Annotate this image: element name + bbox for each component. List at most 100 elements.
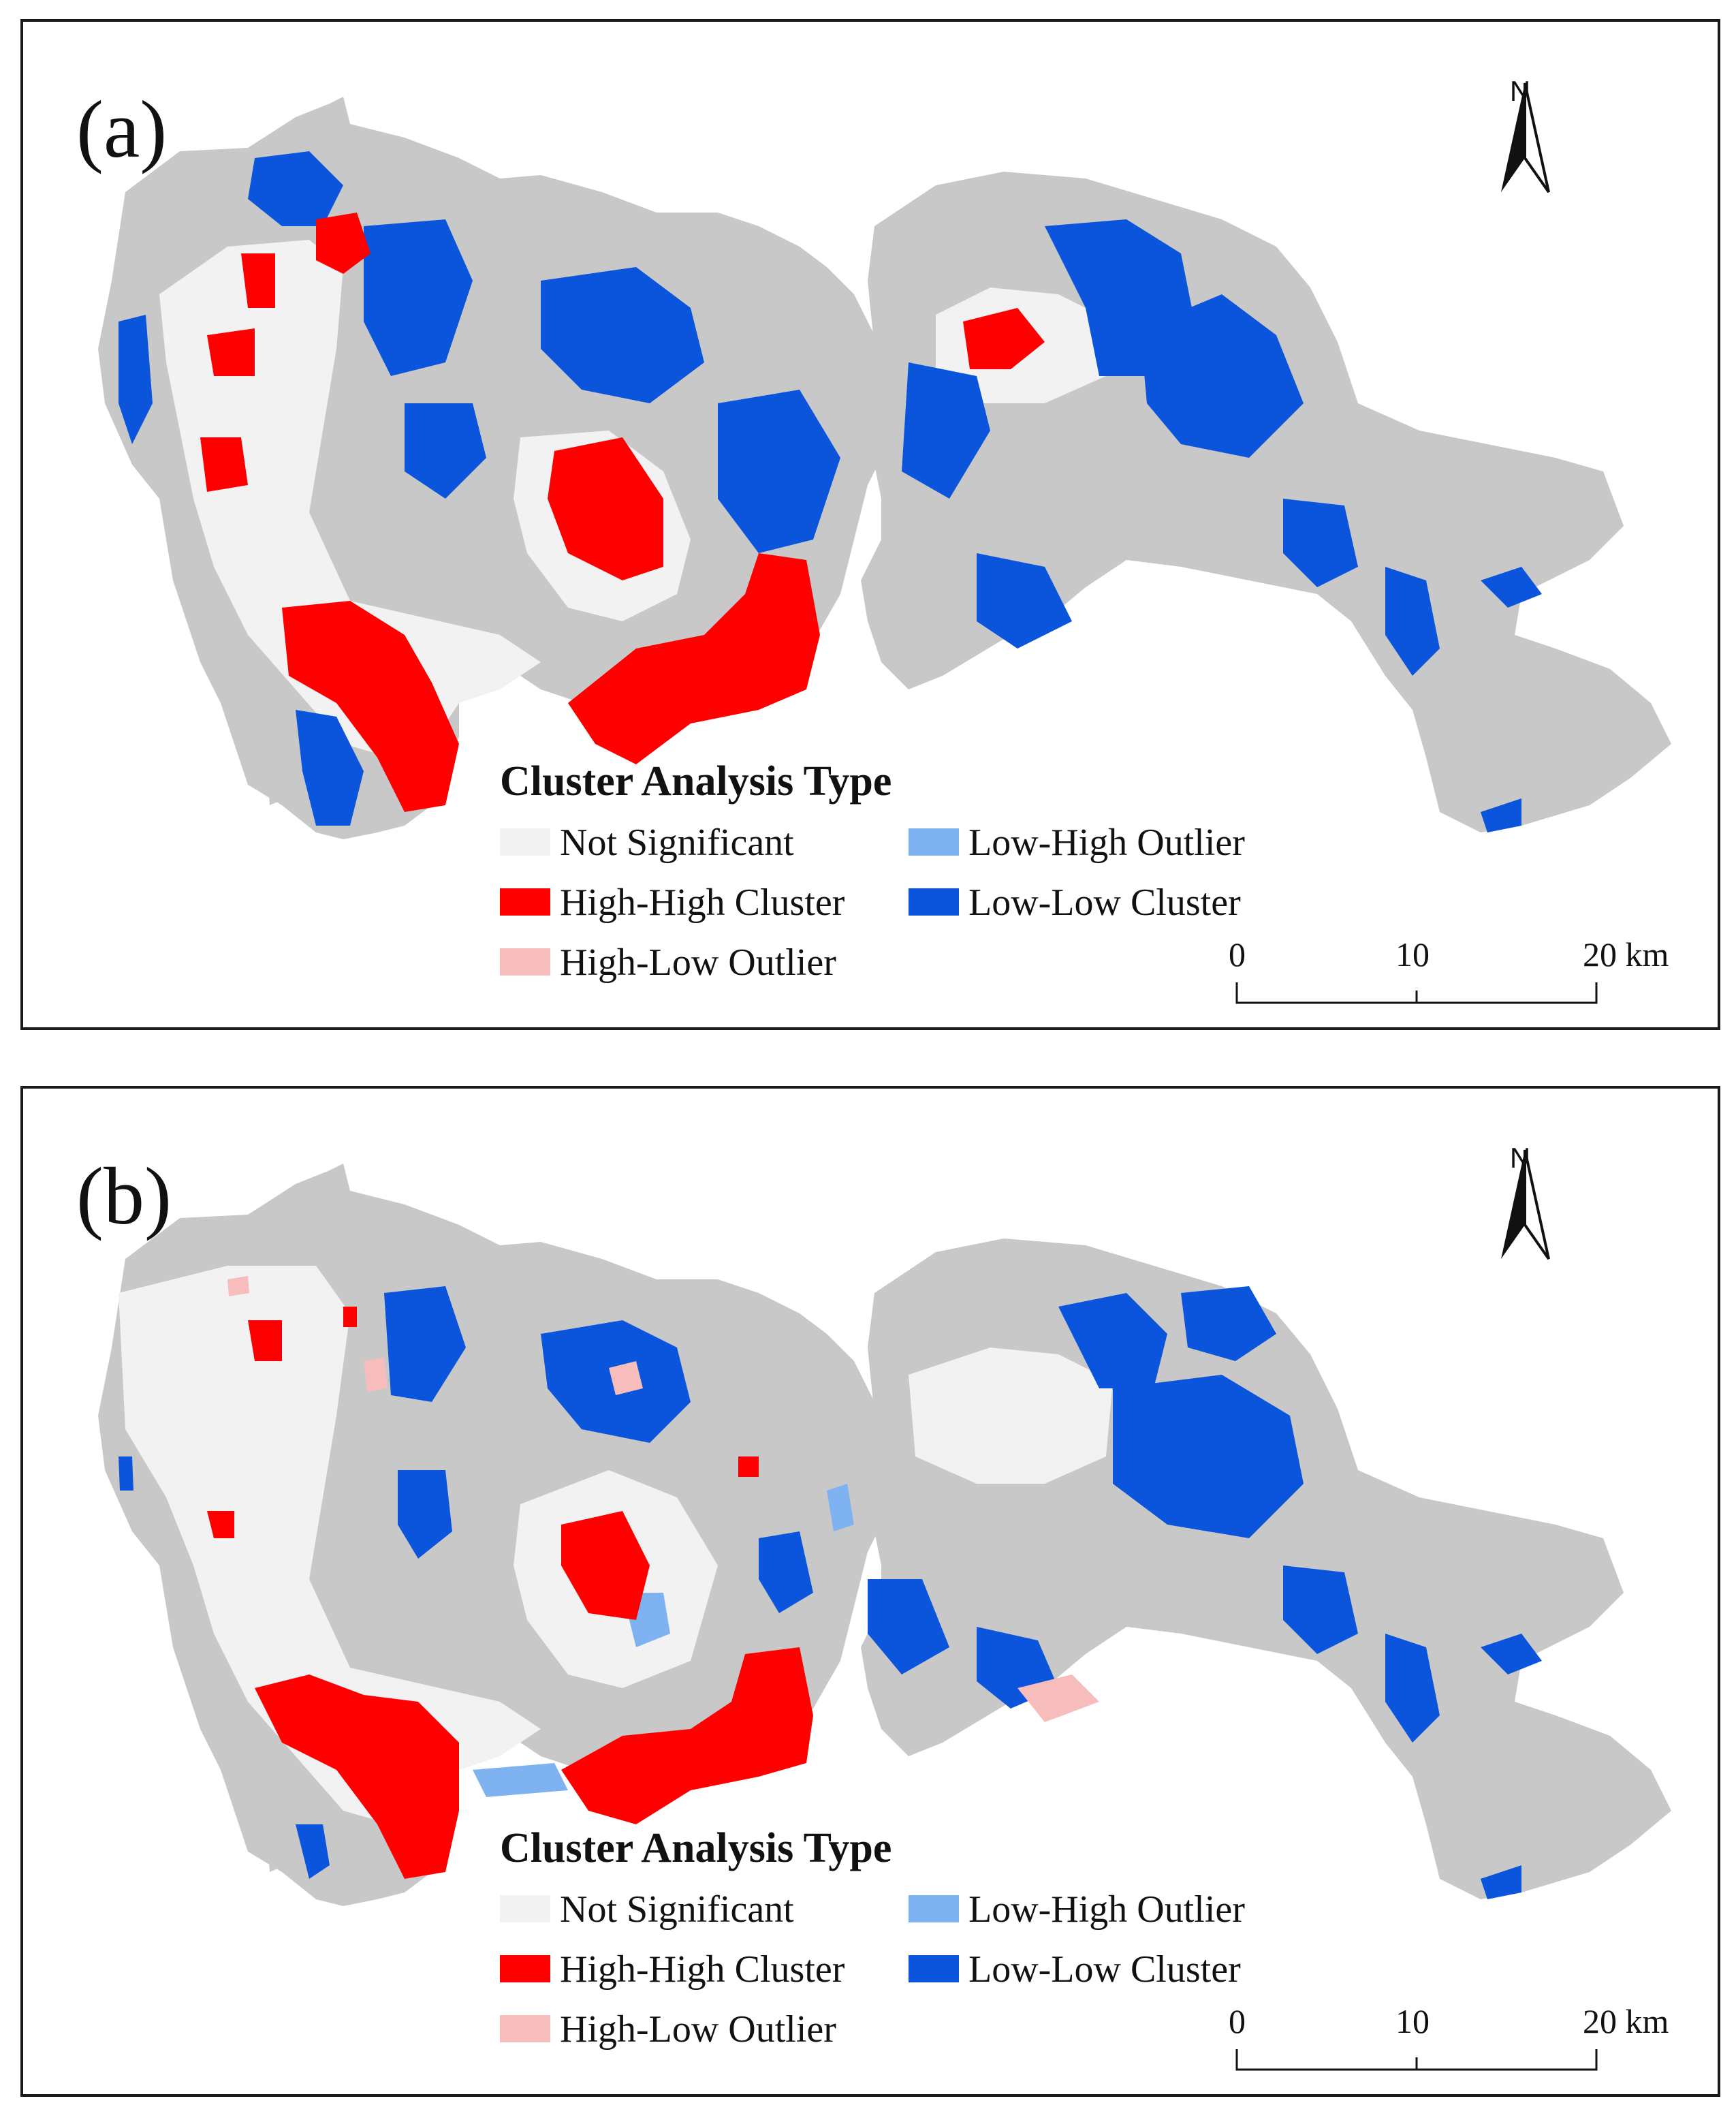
high-high-patch-b	[561, 1647, 813, 1824]
high-high-patch-a	[207, 328, 255, 376]
high-high-patch-b	[255, 1674, 459, 1879]
legend-label: High-High Cluster	[560, 1948, 845, 1991]
low-low-patch-a	[1283, 499, 1358, 587]
low-high-patch-b	[473, 1763, 568, 1797]
island-a	[268, 778, 285, 805]
low-low-patch-a	[1481, 567, 1542, 608]
high-high-patch-a	[548, 437, 663, 580]
low-low-patch-a	[296, 710, 364, 826]
legend-label: High-Low Outlier	[560, 941, 836, 984]
low-low-patch-a	[902, 362, 990, 499]
low-low-patch-b	[868, 1579, 949, 1674]
swatch-low-high	[909, 828, 959, 856]
scale-bar-b: 0 10 20 km	[1229, 2001, 1705, 2076]
north-arrow-icon	[1501, 1149, 1550, 1260]
legend-label: Low-High Outlier	[968, 1888, 1245, 1931]
swatch-not-significant	[500, 828, 550, 856]
legend-label: Low-High Outlier	[968, 822, 1245, 864]
low-low-patch-b	[1481, 1865, 1521, 1899]
legend-label: Low-Low Cluster	[968, 1948, 1241, 1991]
scale-tick-label: 20 km	[1583, 2002, 1669, 2040]
urban-north-b	[909, 1347, 1113, 1484]
low-low-patch-b	[1181, 1286, 1276, 1361]
legend-label: High-Low Outlier	[560, 2008, 836, 2051]
map-panel-b: (b) N Cluster Analysis Type Not Signific…	[20, 1086, 1720, 2097]
scale-tick-label: 0	[1229, 935, 1246, 973]
map-panel-a: (a) N Cluster Analysis Type Not Signific…	[20, 19, 1720, 1030]
land-east-a	[861, 172, 1671, 832]
high-low-patch-b	[227, 1276, 249, 1296]
legend-label: Not Significant	[560, 1888, 794, 1931]
legend-title-a: Cluster Analysis Type	[500, 758, 892, 805]
swatch-high-high	[500, 1955, 550, 1982]
low-low-patch-b	[1283, 1565, 1358, 1654]
legend-b: Cluster Analysis Type Not Significant Hi…	[500, 1824, 1385, 2094]
swatch-not-significant	[500, 1895, 550, 1922]
swatch-low-high	[909, 1895, 959, 1922]
panel-label-b: (b)	[76, 1151, 172, 1241]
low-low-patch-a	[405, 403, 486, 499]
low-low-patch-b	[296, 1824, 330, 1879]
low-low-patch-a	[977, 553, 1072, 649]
high-low-outliers-b	[227, 1276, 1099, 1722]
low-high-patch-b	[827, 1484, 854, 1531]
low-low-patch-b	[1385, 1634, 1440, 1743]
legend-label: Low-Low Cluster	[968, 882, 1241, 924]
low-low-clusters-b	[119, 1286, 1542, 1899]
high-high-patch-b	[738, 1456, 759, 1477]
low-low-patch-b	[1113, 1375, 1304, 1538]
panel-label-a: (a)	[76, 84, 168, 174]
low-low-patch-a	[248, 151, 343, 226]
scale-tick-label: 10	[1395, 2002, 1430, 2040]
high-high-patch-b	[561, 1511, 650, 1620]
legend-label: Not Significant	[560, 822, 794, 864]
island-b	[268, 1845, 285, 1872]
map-canvas-b	[98, 1164, 1671, 1906]
high-high-patch-a	[963, 308, 1045, 369]
high-low-patch-b	[364, 1358, 388, 1392]
map-canvas-a	[98, 97, 1671, 839]
high-high-clusters-a	[200, 213, 1045, 812]
high-high-patch-b	[343, 1307, 357, 1327]
low-low-patch-a	[364, 219, 473, 376]
high-low-patch-b	[1017, 1674, 1099, 1722]
high-high-clusters-b	[207, 1307, 813, 1879]
scale-line	[1235, 982, 1598, 1004]
scale-line	[1235, 2049, 1598, 2071]
swatch-high-high	[500, 888, 550, 916]
scale-tick-label: 10	[1395, 935, 1430, 973]
scale-tick-label: 20 km	[1583, 935, 1669, 973]
high-high-patch-a	[568, 553, 820, 764]
urban-west-b	[119, 1266, 541, 1824]
low-low-patch-b	[1481, 1634, 1542, 1674]
swatch-high-low	[500, 948, 550, 976]
high-high-patch-b	[248, 1320, 282, 1361]
swatch-high-low	[500, 2015, 550, 2042]
low-low-patch-b	[384, 1286, 466, 1402]
legend-a: Cluster Analysis Type Not Significant Hi…	[500, 758, 1385, 1027]
low-low-patch-b	[759, 1531, 813, 1613]
legend-label: High-High Cluster	[560, 882, 845, 924]
high-high-patch-a	[200, 437, 248, 492]
scale-tick-label: 0	[1229, 2002, 1246, 2040]
low-low-patch-a	[718, 390, 840, 553]
high-high-patch-a	[316, 213, 370, 274]
low-low-patch-a	[541, 267, 704, 403]
swatch-low-low	[909, 1955, 959, 1982]
high-low-patch-b	[609, 1361, 643, 1395]
low-low-patch-a	[1481, 798, 1521, 832]
scale-bar-a: 0 10 20 km	[1229, 935, 1705, 1010]
low-low-patch-b	[119, 1456, 133, 1491]
legend-title-b: Cluster Analysis Type	[500, 1825, 892, 1871]
low-low-patch-a	[1385, 567, 1440, 676]
low-low-patch-b	[1058, 1293, 1167, 1388]
high-high-patch-b	[207, 1511, 234, 1538]
low-low-clusters-a	[119, 151, 1542, 832]
low-low-patch-b	[398, 1470, 452, 1559]
low-low-patch-a	[1140, 294, 1304, 458]
low-low-patch-a	[119, 315, 153, 444]
north-arrow-icon	[1501, 82, 1550, 193]
swatch-low-low	[909, 888, 959, 916]
high-high-patch-a	[241, 253, 275, 308]
high-high-patch-a	[282, 601, 459, 812]
